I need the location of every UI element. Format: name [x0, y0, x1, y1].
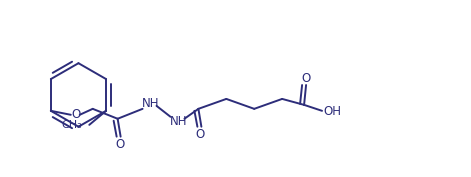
Text: O: O: [71, 108, 81, 121]
Text: NH: NH: [142, 97, 159, 110]
Text: O: O: [301, 72, 311, 85]
Text: O: O: [115, 138, 124, 151]
Text: OH: OH: [323, 105, 341, 118]
Text: NH: NH: [170, 115, 187, 128]
Text: CH₃: CH₃: [62, 120, 82, 130]
Text: O: O: [196, 128, 205, 141]
